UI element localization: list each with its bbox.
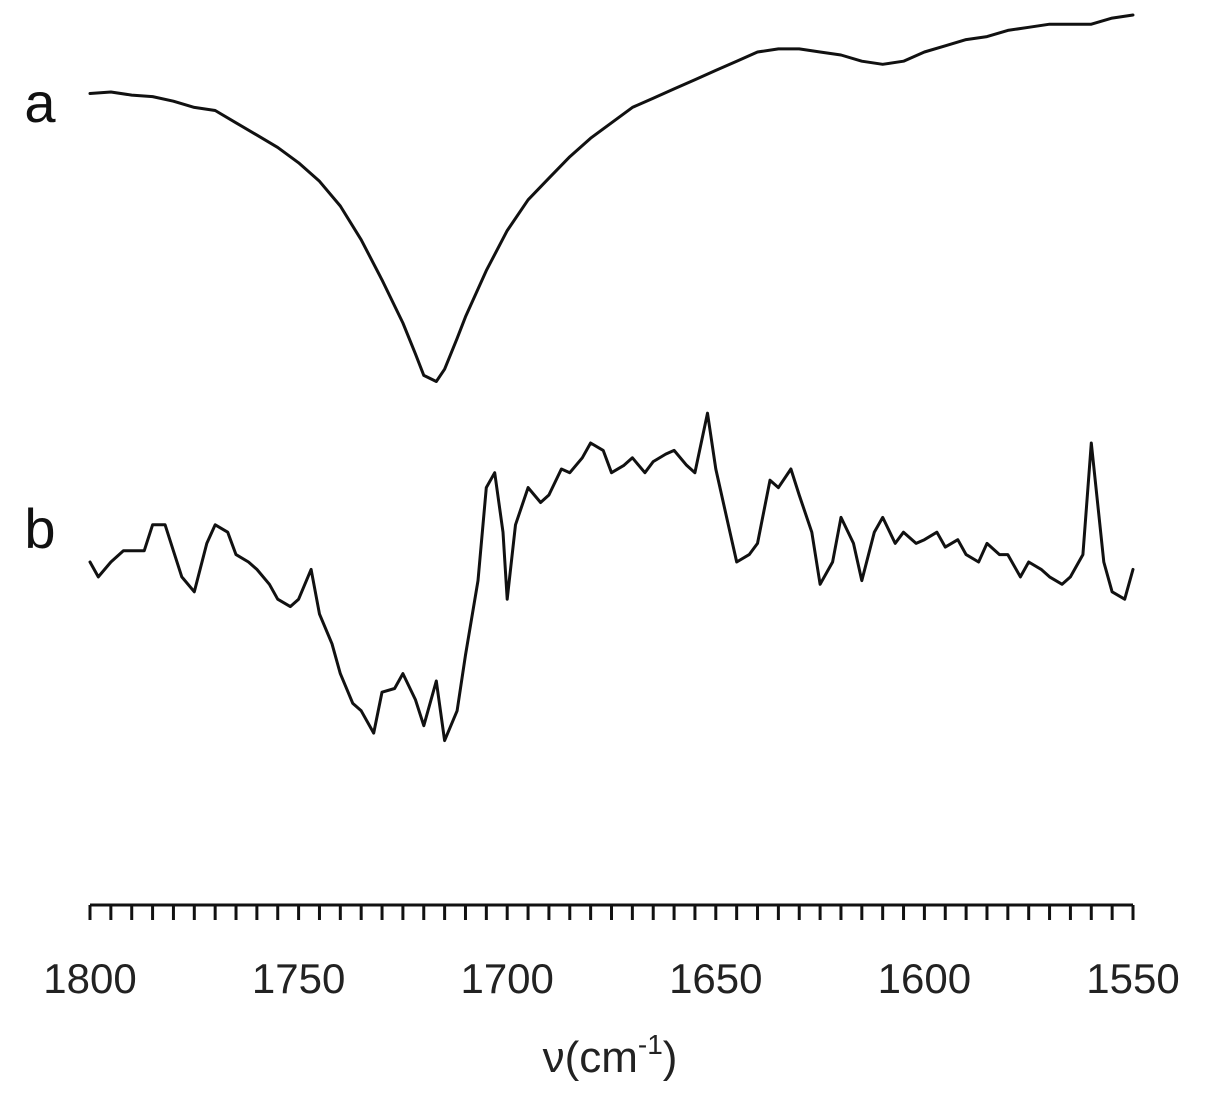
x-tick-label: 1800 [43, 955, 136, 1002]
x-tick-label: 1650 [669, 955, 762, 1002]
x-axis-title: ν(cm-1) [543, 1029, 678, 1082]
x-axis: 1800 1750 1700 1650 1600 1550 [43, 903, 1180, 1002]
series-label-a: a [24, 71, 56, 134]
series-labels: ab [24, 71, 56, 560]
x-tick-label: 1700 [460, 955, 553, 1002]
series-line-b [88, 411, 1135, 743]
series-label-b: b [24, 497, 55, 560]
plot-area [88, 13, 1135, 743]
x-tick-label: 1750 [252, 955, 345, 1002]
x-tick-label: 1600 [878, 955, 971, 1002]
series-line-a [88, 13, 1135, 383]
x-tick-label: 1550 [1086, 955, 1179, 1002]
